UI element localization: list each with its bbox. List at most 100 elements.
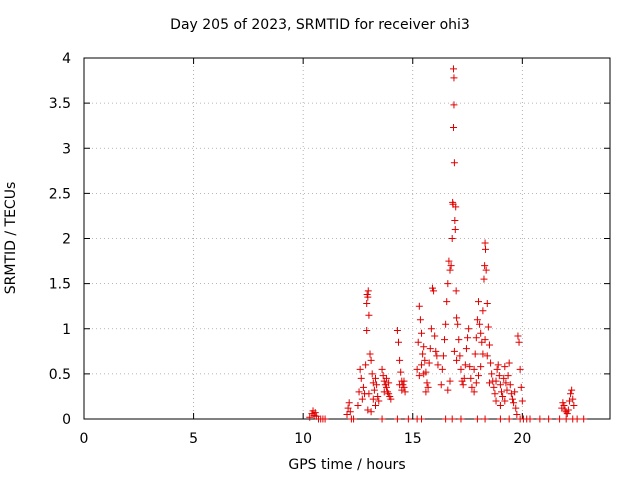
data-point	[450, 101, 458, 109]
data-point	[459, 381, 467, 389]
data-point	[431, 332, 439, 340]
data-point	[476, 320, 484, 328]
data-point	[373, 381, 381, 389]
data-point	[475, 372, 482, 380]
data-point	[419, 350, 427, 358]
data-point	[448, 235, 456, 242]
data-point	[438, 365, 446, 373]
data-point	[387, 395, 395, 403]
data-point	[562, 415, 570, 423]
data-point	[471, 350, 479, 358]
data-point	[460, 374, 468, 382]
data-point	[369, 379, 377, 387]
data-point	[454, 320, 462, 328]
data-point	[414, 338, 422, 346]
data-point	[526, 415, 534, 423]
data-point	[368, 370, 376, 378]
data-point	[479, 350, 487, 358]
y-axis-label: SRMTID / TECUs	[3, 181, 19, 295]
data-point	[430, 287, 438, 295]
data-point	[470, 388, 478, 396]
data-point	[564, 406, 572, 414]
data-point	[426, 345, 434, 353]
data-point	[450, 347, 458, 355]
data-point	[413, 365, 421, 373]
data-point	[371, 374, 379, 382]
data-point	[515, 338, 523, 346]
data-point	[427, 325, 435, 333]
data-point	[462, 345, 470, 353]
data-point	[496, 401, 504, 409]
data-point	[444, 280, 452, 288]
y-tick-label: 0	[62, 412, 71, 428]
data-point	[494, 361, 502, 369]
data-point	[475, 298, 482, 306]
data-point	[516, 365, 524, 373]
x-tick-label: 20	[513, 431, 531, 447]
data-point	[447, 262, 455, 270]
data-point	[450, 159, 458, 167]
grid-lines	[84, 58, 610, 419]
data-point	[479, 307, 487, 315]
data-point	[444, 386, 452, 394]
data-point	[481, 239, 489, 247]
data-point	[364, 406, 372, 414]
data-point	[311, 409, 319, 417]
data-point	[492, 377, 500, 385]
data-point	[485, 379, 493, 387]
data-point	[507, 390, 515, 398]
data-point	[457, 365, 465, 373]
data-point	[473, 316, 481, 324]
data-point	[545, 415, 553, 423]
x-tick-label: 0	[80, 431, 89, 447]
data-point	[401, 388, 409, 396]
data-point	[374, 392, 382, 400]
data-point	[421, 356, 429, 364]
y-tick-label: 1.5	[49, 277, 71, 293]
data-point	[580, 415, 588, 423]
data-point	[493, 365, 501, 373]
data-point	[510, 399, 518, 407]
data-point	[477, 363, 485, 371]
data-point	[481, 336, 489, 344]
y-tick-label: 4	[62, 51, 71, 67]
data-point	[556, 415, 564, 423]
data-point	[382, 374, 390, 382]
data-point	[364, 287, 372, 295]
data-point	[445, 257, 453, 265]
data-point	[483, 299, 491, 307]
data-point	[567, 390, 575, 398]
data-point	[365, 390, 373, 398]
data-point	[442, 320, 450, 328]
data-point	[357, 374, 365, 382]
data-point	[477, 329, 485, 337]
data-point	[393, 327, 401, 335]
data-point	[505, 359, 513, 367]
data-point	[502, 379, 510, 387]
data-point	[501, 363, 509, 371]
data-point	[536, 415, 544, 423]
data-point	[367, 408, 375, 416]
data-point	[365, 311, 373, 319]
data-point	[418, 329, 426, 337]
data-point	[496, 381, 504, 389]
data-point	[359, 383, 367, 391]
data-point	[496, 415, 504, 423]
data-point	[364, 293, 372, 301]
chart-title: Day 205 of 2023, SRMTID for receiver ohi…	[170, 17, 470, 33]
data-point	[517, 383, 525, 391]
data-point	[378, 365, 386, 373]
data-point	[345, 399, 353, 407]
data-point	[505, 415, 513, 423]
data-point	[356, 365, 364, 373]
data-point	[395, 338, 403, 346]
data-point	[367, 356, 375, 364]
data-point	[485, 341, 493, 349]
data-point	[363, 327, 371, 335]
data-point	[369, 395, 377, 403]
y-tick-label: 3.5	[49, 96, 71, 112]
data-point	[495, 372, 503, 380]
data-point	[396, 356, 404, 364]
data-point	[346, 408, 354, 416]
